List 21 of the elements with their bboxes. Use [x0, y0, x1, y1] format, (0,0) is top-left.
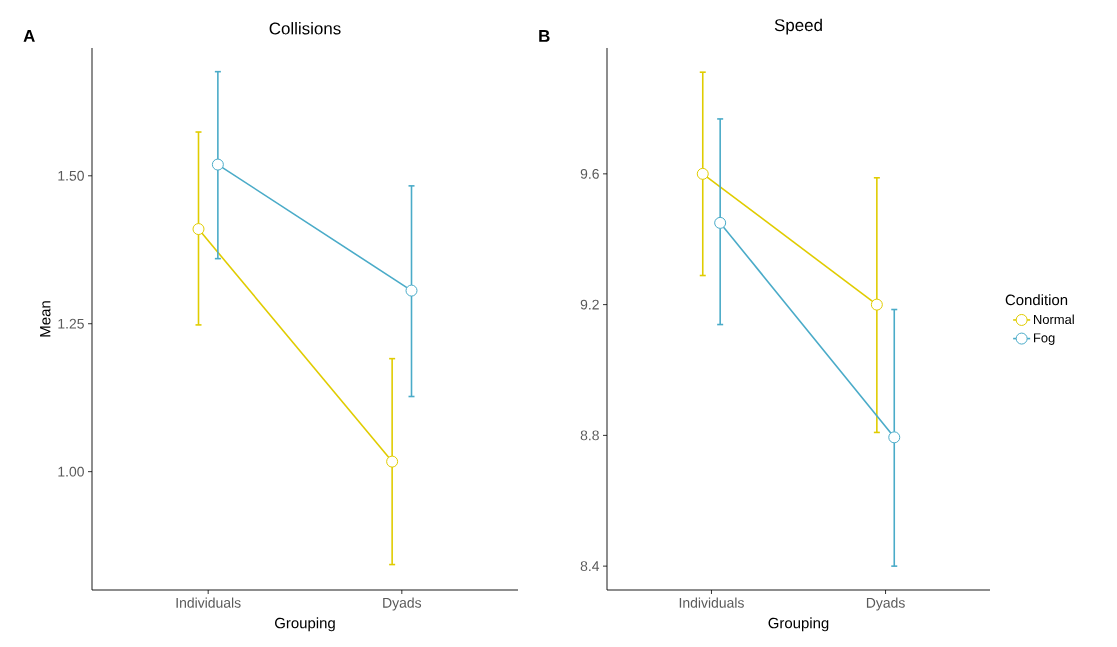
x-tick-label: Dyads	[383, 597, 422, 611]
y-tick-label: 9.2	[580, 299, 599, 310]
y-tick-label: 1.25	[58, 318, 84, 329]
y-tick-label: 1.00	[58, 466, 84, 477]
y-tick-label: 1.50	[58, 170, 84, 181]
text: B	[539, 30, 550, 42]
y-tick-label: 8.8	[580, 430, 599, 441]
legend-title: Condition	[1005, 294, 1068, 306]
y-tick-label: 8.4	[580, 561, 600, 572]
x-axis-title: Grouping	[768, 617, 829, 632]
y-axis-title: Mean	[40, 301, 51, 337]
legend-label: Fog	[1034, 333, 1055, 345]
chart-title: Collisions	[269, 22, 341, 35]
legend-label: Normal	[1034, 314, 1074, 325]
chart-title: Speed	[774, 18, 822, 35]
x-axis-title: Grouping	[275, 617, 335, 632]
y-tick-label: 9.6	[580, 168, 599, 179]
x-tick-label: Individuals	[679, 597, 744, 608]
text: A	[23, 30, 35, 42]
x-tick-label: Individuals	[176, 597, 241, 608]
x-tick-label: Dyads	[866, 597, 905, 611]
